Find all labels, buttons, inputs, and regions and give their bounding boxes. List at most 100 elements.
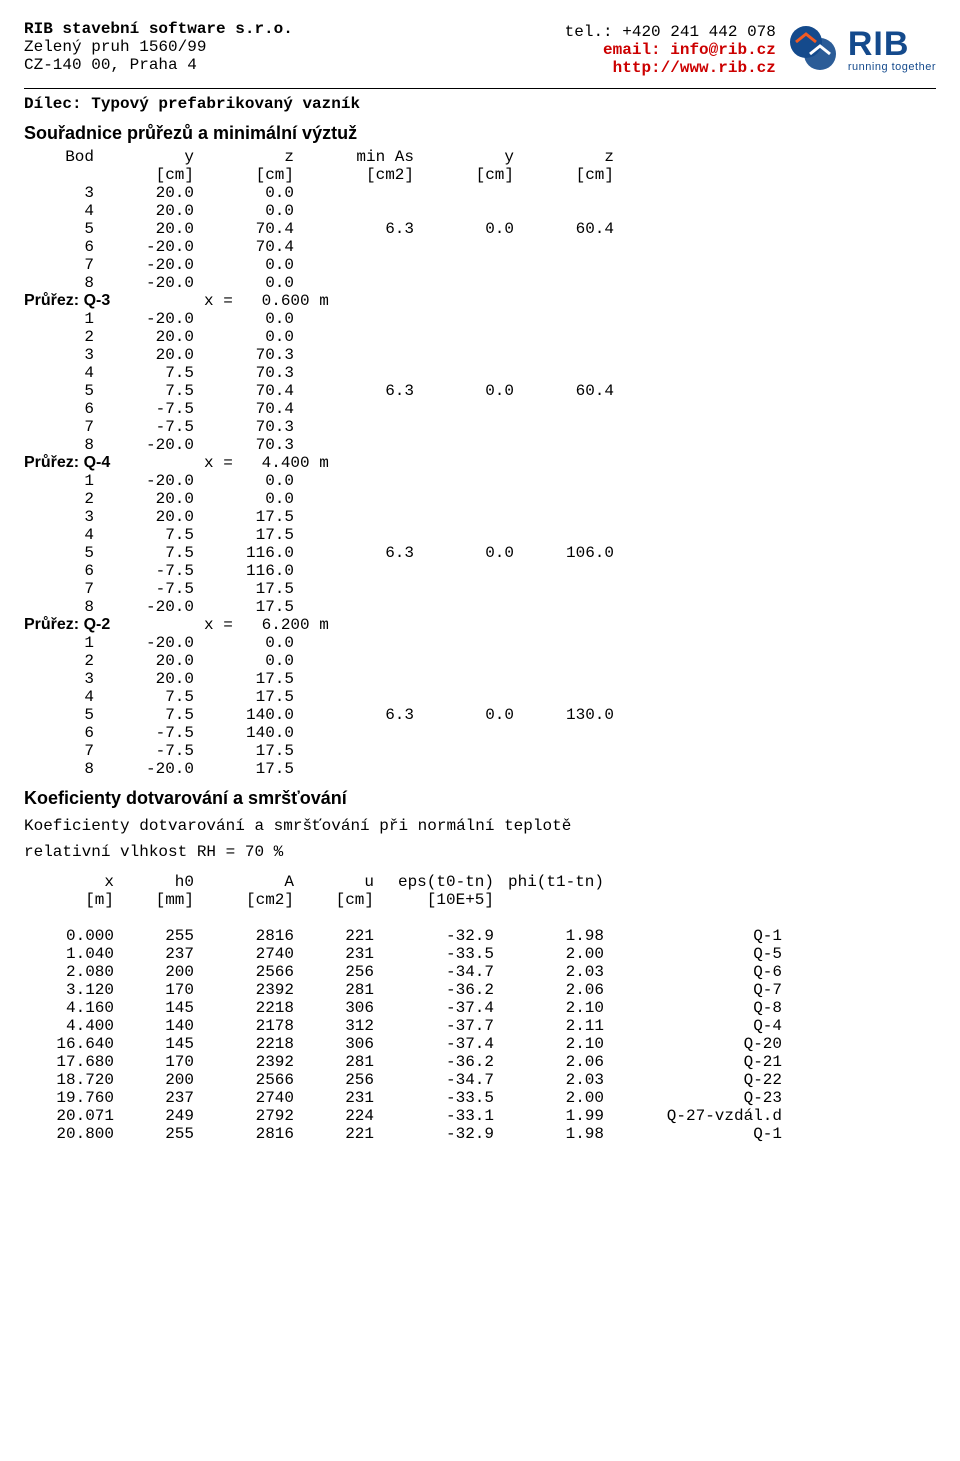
cell: 0.0 [194, 310, 294, 328]
cell [514, 364, 614, 382]
cell: 70.4 [194, 220, 294, 238]
cell: 70.4 [194, 400, 294, 418]
cell [294, 256, 414, 274]
cell: phi(t1-tn) [494, 873, 604, 891]
cell [514, 634, 614, 652]
cell [414, 274, 514, 292]
cell: 17.5 [194, 508, 294, 526]
cell: 2392 [194, 981, 294, 999]
cell [414, 670, 514, 688]
section-label: Průřez: Q-2 [24, 616, 194, 634]
cell: 20.0 [94, 184, 194, 202]
coord-table: Bod y z min As y z [cm] [cm] [cm2] [cm] … [24, 148, 614, 778]
cell: 6 [24, 562, 94, 580]
cell: Q-27-vzdál.d [604, 1107, 782, 1125]
cell [414, 184, 514, 202]
cell [294, 202, 414, 220]
cell: -20.0 [94, 238, 194, 256]
cell [294, 562, 414, 580]
cell: 60.4 [514, 382, 614, 400]
cell: 306 [294, 999, 374, 1017]
table-row: 8 -20.0 17.5 [24, 760, 614, 778]
table-row: 20.071 249 2792 224 -33.1 1.99Q-27-vzdál… [24, 1107, 782, 1125]
table-row: 6 -7.5 140.0 [24, 724, 614, 742]
cell: 2218 [194, 999, 294, 1017]
cell: 1.98 [494, 927, 604, 945]
cell: -7.5 [94, 724, 194, 742]
cell: 2740 [194, 945, 294, 963]
cell: 8 [24, 274, 94, 292]
cell: -7.5 [94, 562, 194, 580]
cell: y [414, 148, 514, 166]
cell: 281 [294, 981, 374, 999]
cell [294, 760, 414, 778]
logo-tagline: running together [848, 61, 936, 73]
cell [514, 418, 614, 436]
cell [514, 400, 614, 418]
cell: 256 [294, 963, 374, 981]
table-row: 8 -20.0 70.3 [24, 436, 614, 454]
cell: y [94, 148, 194, 166]
cell: 221 [294, 927, 374, 945]
table-row: 2.080 200 2566 256 -34.7 2.03Q-6 [24, 963, 782, 981]
cell: 6.3 [294, 544, 414, 562]
cell: -20.0 [94, 436, 194, 454]
cell [414, 328, 514, 346]
cell: 18.720 [24, 1071, 114, 1089]
cell: -32.9 [374, 927, 494, 945]
cell: 4.400 [24, 1017, 114, 1035]
cell: -7.5 [94, 580, 194, 598]
cell: Bod [24, 148, 94, 166]
cell: 20.0 [94, 220, 194, 238]
cell: -20.0 [94, 598, 194, 616]
cell: 170 [114, 981, 194, 999]
cell: Q-8 [604, 999, 782, 1017]
cell: 2792 [194, 1107, 294, 1125]
cell: 1 [24, 634, 94, 652]
cell [514, 436, 614, 454]
cell: 0.0 [194, 274, 294, 292]
cell: -20.0 [94, 274, 194, 292]
cell: 2.11 [494, 1017, 604, 1035]
cell: 20.0 [94, 670, 194, 688]
cell: 17.5 [194, 580, 294, 598]
cell: 2178 [194, 1017, 294, 1035]
cell [294, 490, 414, 508]
coef-section-title: Koeficienty dotvarování a smršťování [24, 788, 936, 809]
cell: 2392 [194, 1053, 294, 1071]
cell [414, 202, 514, 220]
cell [514, 274, 614, 292]
table-row: 6 -20.0 70.4 [24, 238, 614, 256]
cell: 2 [24, 652, 94, 670]
cell: 17.680 [24, 1053, 114, 1071]
cell: Q-20 [604, 1035, 782, 1053]
cell: 306 [294, 1035, 374, 1053]
logo-icon [782, 20, 842, 80]
cell [414, 472, 514, 490]
cell: [cm] [414, 166, 514, 184]
logo-text-block: RIB running together [848, 27, 936, 73]
cell: -33.5 [374, 945, 494, 963]
cell: -20.0 [94, 634, 194, 652]
cell: 7 [24, 256, 94, 274]
cell [414, 724, 514, 742]
cell: -37.4 [374, 1035, 494, 1053]
cell: 312 [294, 1017, 374, 1035]
cell: 1.99 [494, 1107, 604, 1125]
table-row: 1.040 237 2740 231 -33.5 2.00Q-5 [24, 945, 782, 963]
cell [414, 760, 514, 778]
table-row: 0.000 255 2816 221 -32.9 1.98Q-1 [24, 927, 782, 945]
cell: 1.040 [24, 945, 114, 963]
cell: 0.0 [194, 634, 294, 652]
cell: 0.0 [414, 220, 514, 238]
cell: 7 [24, 742, 94, 760]
table-row: 20.800 255 2816 221 -32.9 1.98Q-1 [24, 1125, 782, 1143]
cell: 70.3 [194, 436, 294, 454]
table-row: 5 20.0 70.4 6.3 0.0 60.4 [24, 220, 614, 238]
cell: 200 [114, 1071, 194, 1089]
cell [414, 634, 514, 652]
cell: 6 [24, 724, 94, 742]
cell [294, 184, 414, 202]
cell [604, 891, 782, 909]
cell: 4 [24, 364, 94, 382]
